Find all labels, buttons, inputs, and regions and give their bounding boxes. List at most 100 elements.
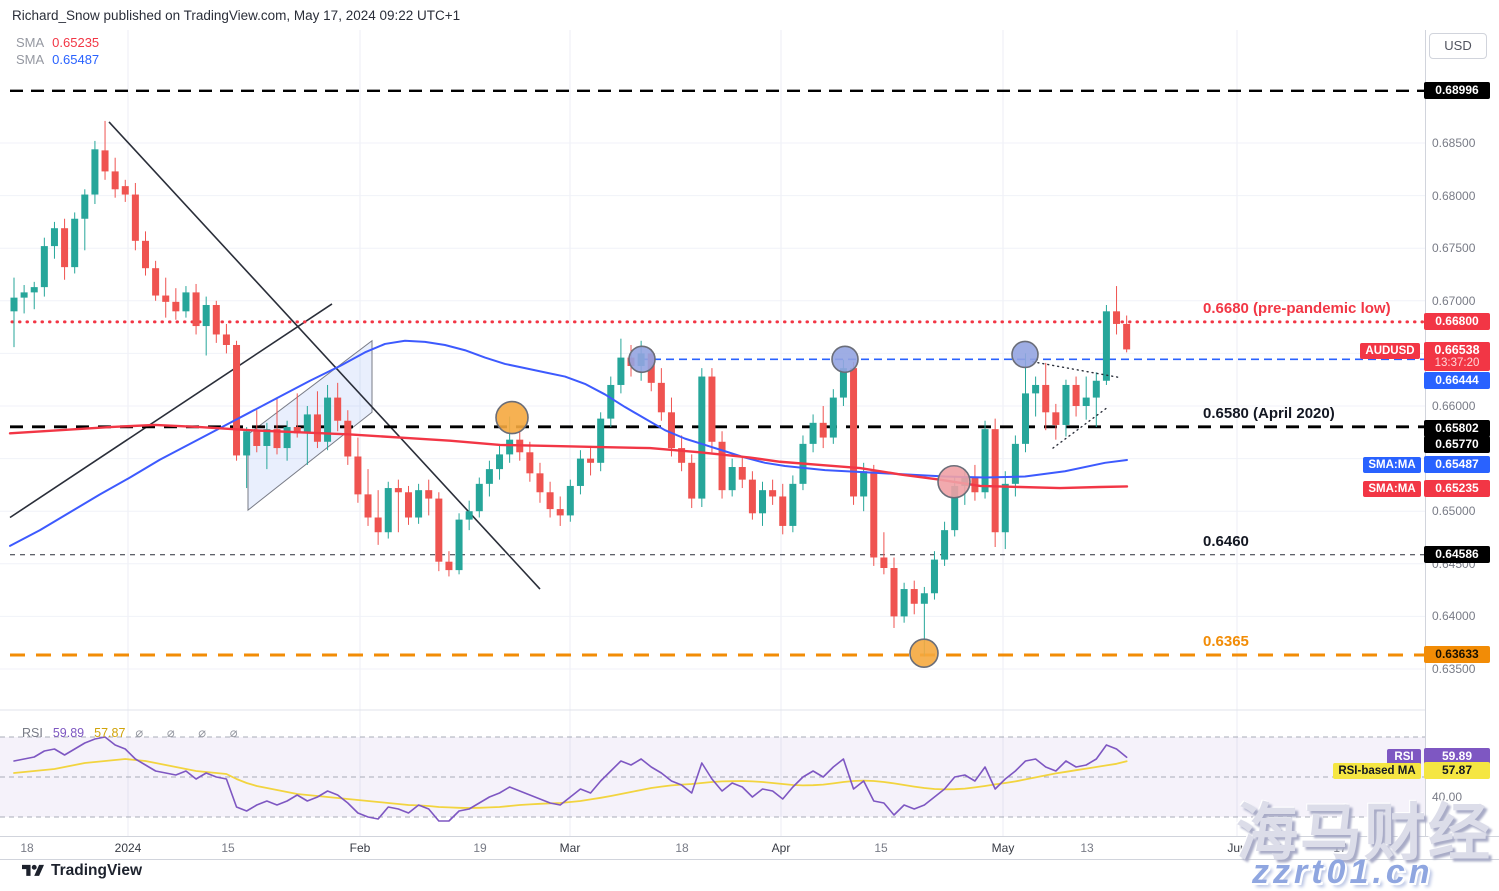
candle[interactable] — [728, 467, 736, 491]
candle[interactable] — [546, 492, 554, 510]
candle[interactable] — [334, 397, 342, 421]
candle[interactable] — [425, 490, 433, 499]
candle[interactable] — [667, 412, 675, 449]
candle[interactable] — [941, 530, 949, 560]
candle[interactable] — [819, 422, 827, 438]
candle[interactable] — [860, 471, 868, 497]
candle[interactable] — [273, 429, 281, 449]
candle[interactable] — [313, 414, 321, 442]
candle[interactable] — [435, 498, 443, 562]
candle[interactable] — [415, 490, 423, 518]
candle[interactable] — [688, 462, 696, 499]
candle[interactable] — [809, 422, 817, 444]
candle[interactable] — [91, 149, 99, 195]
candle[interactable] — [1123, 323, 1131, 350]
candle[interactable] — [506, 439, 514, 455]
candle[interactable] — [1042, 384, 1050, 413]
candle[interactable] — [172, 301, 180, 312]
hidden-series-icons[interactable]: ⌀ ⌀ ⌀ ⌀ — [135, 725, 248, 740]
candle[interactable] — [475, 483, 483, 512]
candle[interactable] — [354, 456, 362, 495]
candle[interactable] — [465, 511, 473, 520]
candle[interactable] — [536, 473, 544, 493]
candle[interactable] — [870, 471, 878, 558]
candle[interactable] — [617, 357, 625, 385]
candle[interactable] — [30, 287, 38, 293]
candle[interactable] — [485, 469, 493, 484]
candle[interactable] — [344, 420, 352, 457]
candle[interactable] — [698, 376, 706, 499]
candle[interactable] — [455, 519, 463, 571]
candle[interactable] — [101, 150, 109, 172]
candle[interactable] — [718, 441, 726, 491]
candle[interactable] — [1001, 483, 1009, 533]
candle[interactable] — [789, 483, 797, 526]
candle[interactable] — [748, 479, 756, 514]
candle[interactable] — [920, 593, 928, 604]
candle[interactable] — [607, 384, 615, 419]
candle[interactable] — [1022, 393, 1029, 444]
candle[interactable] — [759, 490, 767, 514]
candle[interactable] — [678, 448, 686, 463]
candle[interactable] — [597, 418, 605, 463]
candle[interactable] — [981, 429, 989, 493]
candle[interactable] — [111, 171, 119, 190]
candle[interactable] — [324, 397, 332, 442]
candle[interactable] — [779, 496, 787, 526]
candle[interactable] — [10, 297, 18, 312]
rsi-legend[interactable]: RSI 59.89 57.87 ⌀ ⌀ ⌀ ⌀ — [22, 725, 248, 741]
candle[interactable] — [374, 517, 382, 533]
candle[interactable] — [50, 228, 58, 247]
may-touch-circle[interactable] — [1011, 340, 1039, 369]
candle[interactable] — [1062, 384, 1070, 425]
candle[interactable] — [394, 488, 402, 493]
candle[interactable] — [556, 509, 564, 516]
candle[interactable] — [81, 194, 89, 219]
price-axis[interactable] — [1425, 30, 1499, 858]
candle[interactable] — [850, 368, 858, 497]
candle[interactable] — [384, 488, 392, 533]
sma-legend-row-slow[interactable]: SMA 0.65487 — [16, 51, 99, 68]
candle[interactable] — [182, 292, 190, 312]
candle[interactable] — [243, 431, 251, 456]
candle[interactable] — [141, 240, 149, 269]
candle[interactable] — [708, 376, 716, 442]
candle[interactable] — [152, 268, 160, 296]
time-axis[interactable] — [0, 836, 1499, 860]
candle[interactable] — [1072, 384, 1080, 406]
candle[interactable] — [839, 368, 847, 398]
sma-legend-row-fast[interactable]: SMA 0.65235 — [16, 34, 99, 51]
candle[interactable] — [496, 454, 504, 470]
candle[interactable] — [162, 295, 170, 302]
candle[interactable] — [880, 557, 888, 569]
candle[interactable] — [445, 561, 453, 571]
candle[interactable] — [900, 589, 908, 617]
candle[interactable] — [61, 228, 69, 268]
candle[interactable] — [769, 490, 777, 497]
candle[interactable] — [829, 397, 837, 438]
candle[interactable] — [293, 427, 301, 434]
tradingview-brand[interactable]: TradingView — [22, 861, 142, 881]
candle[interactable] — [576, 458, 584, 486]
currency-toggle-button[interactable]: USD — [1429, 33, 1487, 59]
apr-low-circle[interactable] — [909, 638, 939, 669]
candle[interactable] — [657, 382, 665, 413]
candle[interactable] — [192, 292, 200, 327]
candle[interactable] — [1011, 443, 1019, 484]
candle[interactable] — [1113, 311, 1121, 324]
candle[interactable] — [1032, 384, 1040, 394]
candle[interactable] — [71, 218, 79, 268]
candle[interactable] — [212, 305, 220, 335]
mar-touch-circle[interactable] — [628, 345, 656, 374]
candle[interactable] — [121, 186, 129, 195]
candle[interactable] — [910, 589, 918, 604]
candle[interactable] — [1092, 380, 1100, 398]
candle[interactable] — [404, 492, 412, 518]
candle[interactable] — [738, 467, 746, 480]
candle[interactable] — [364, 494, 372, 518]
sma-cross-circle[interactable] — [937, 464, 971, 499]
candle[interactable] — [1082, 397, 1090, 406]
feb-high-circle[interactable] — [495, 400, 529, 435]
candle[interactable] — [263, 429, 271, 446]
